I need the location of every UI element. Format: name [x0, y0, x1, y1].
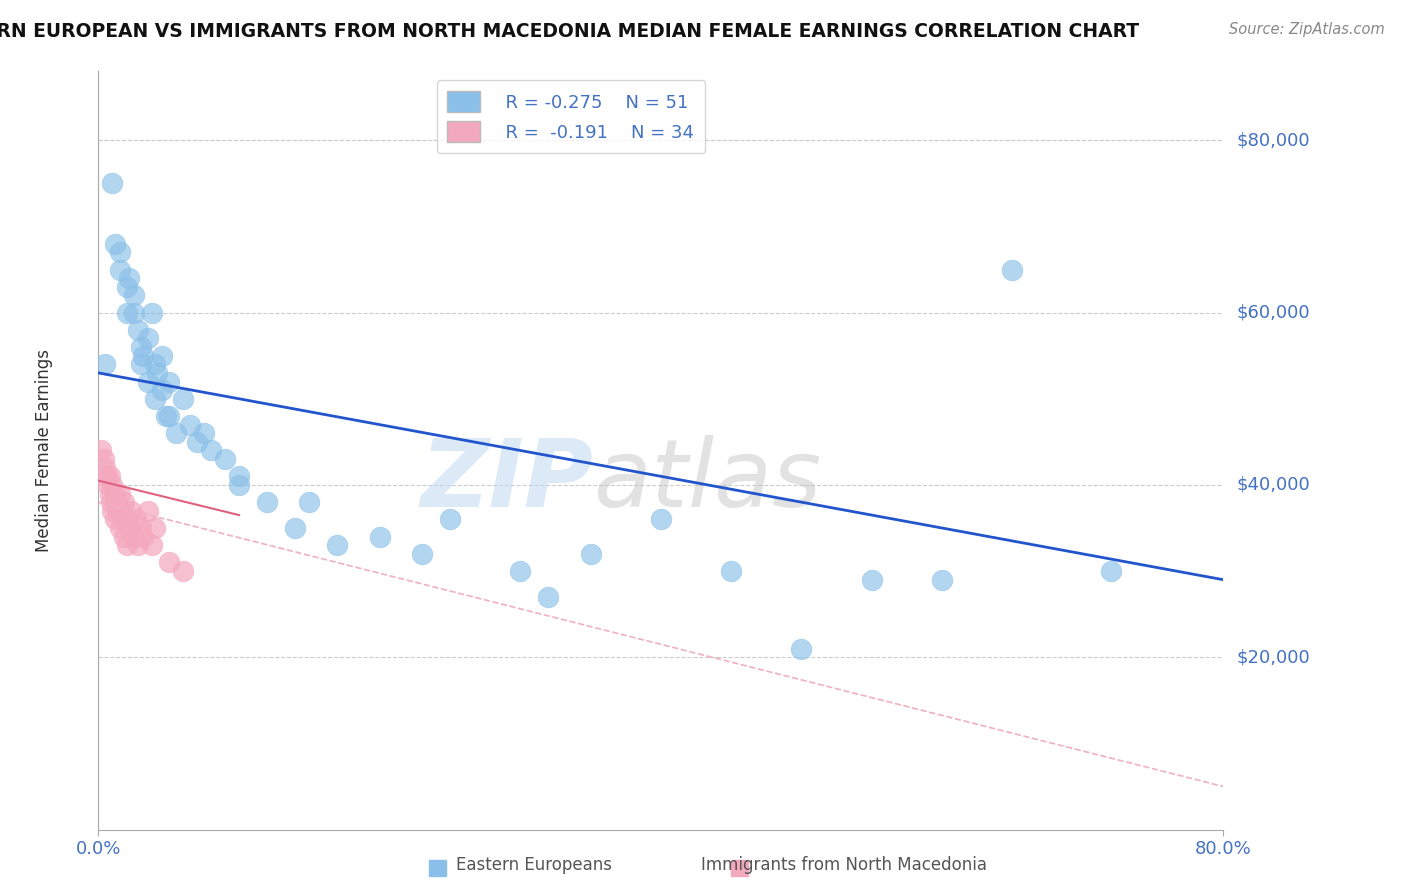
Point [790, 641, 813, 656]
Point [326, 538, 349, 552]
Point [509, 564, 531, 578]
Point [136, 331, 159, 345]
Point [298, 495, 321, 509]
Point [101, 504, 124, 518]
Point [179, 417, 201, 432]
Text: Eastern Europeans: Eastern Europeans [457, 856, 612, 874]
Point [141, 305, 163, 319]
Point [122, 305, 145, 319]
Point [411, 547, 433, 561]
Point [143, 392, 166, 406]
Point [127, 538, 149, 552]
Text: Source: ZipAtlas.com: Source: ZipAtlas.com [1229, 22, 1385, 37]
Point [108, 262, 131, 277]
Text: $60,000: $60,000 [1237, 303, 1310, 322]
Point [146, 366, 169, 380]
Point [94, 357, 117, 371]
Point [118, 271, 141, 285]
Point [94, 460, 117, 475]
Point [108, 521, 131, 535]
Point [104, 236, 127, 251]
Point [150, 383, 173, 397]
Point [115, 512, 138, 526]
Point [100, 495, 122, 509]
Point [110, 504, 132, 518]
Text: $20,000: $20,000 [1237, 648, 1310, 666]
Point [101, 478, 124, 492]
Point [931, 573, 953, 587]
Point [186, 434, 208, 449]
Point [97, 478, 120, 492]
Point [120, 504, 142, 518]
Point [129, 521, 152, 535]
Point [172, 564, 194, 578]
Point [368, 530, 391, 544]
Point [90, 443, 112, 458]
Point [98, 486, 121, 500]
Point [720, 564, 742, 578]
Point [108, 486, 131, 500]
Point [157, 556, 180, 570]
Point [98, 469, 121, 483]
Text: Median Female Earnings: Median Female Earnings [35, 349, 53, 552]
Point [1001, 262, 1024, 277]
Point [129, 340, 152, 354]
Point [157, 409, 180, 423]
Point [141, 538, 163, 552]
Point [105, 495, 128, 509]
Point [136, 375, 159, 389]
Point [122, 288, 145, 302]
Point [107, 504, 129, 518]
Point [172, 392, 194, 406]
Point [127, 323, 149, 337]
Point [96, 469, 118, 483]
Point [115, 305, 138, 319]
Point [143, 521, 166, 535]
Point [125, 512, 148, 526]
Point [284, 521, 307, 535]
Text: $40,000: $40,000 [1237, 476, 1310, 494]
Point [93, 452, 115, 467]
Point [228, 478, 250, 492]
Point [150, 349, 173, 363]
Point [143, 357, 166, 371]
Point [122, 530, 145, 544]
Point [132, 349, 155, 363]
Point [439, 512, 461, 526]
Point [860, 573, 883, 587]
Point [112, 495, 135, 509]
Point [115, 279, 138, 293]
Point [537, 590, 560, 604]
Point [132, 530, 155, 544]
Text: $80,000: $80,000 [1237, 131, 1310, 149]
Point [108, 245, 131, 260]
Text: Immigrants from North Macedonia: Immigrants from North Macedonia [700, 856, 987, 874]
Legend:   R = -0.275    N = 51,   R =  -0.191    N = 34: R = -0.275 N = 51, R = -0.191 N = 34 [436, 80, 706, 153]
Text: EASTERN EUROPEAN VS IMMIGRANTS FROM NORTH MACEDONIA MEDIAN FEMALE EARNINGS CORRE: EASTERN EUROPEAN VS IMMIGRANTS FROM NORT… [0, 22, 1139, 41]
Point [214, 452, 236, 467]
Point [136, 504, 159, 518]
Point [193, 426, 215, 441]
Point [579, 547, 602, 561]
Point [155, 409, 177, 423]
Point [129, 357, 152, 371]
Point [228, 469, 250, 483]
Point [104, 512, 127, 526]
Point [256, 495, 278, 509]
Point [112, 530, 135, 544]
Point [111, 512, 134, 526]
Point [115, 538, 138, 552]
Text: atlas: atlas [593, 435, 821, 526]
Point [200, 443, 222, 458]
Point [165, 426, 187, 441]
Point [101, 177, 124, 191]
Point [1099, 564, 1122, 578]
Text: ZIP: ZIP [420, 434, 593, 527]
Point [118, 521, 141, 535]
Point [650, 512, 672, 526]
Point [104, 486, 127, 500]
Point [157, 375, 180, 389]
